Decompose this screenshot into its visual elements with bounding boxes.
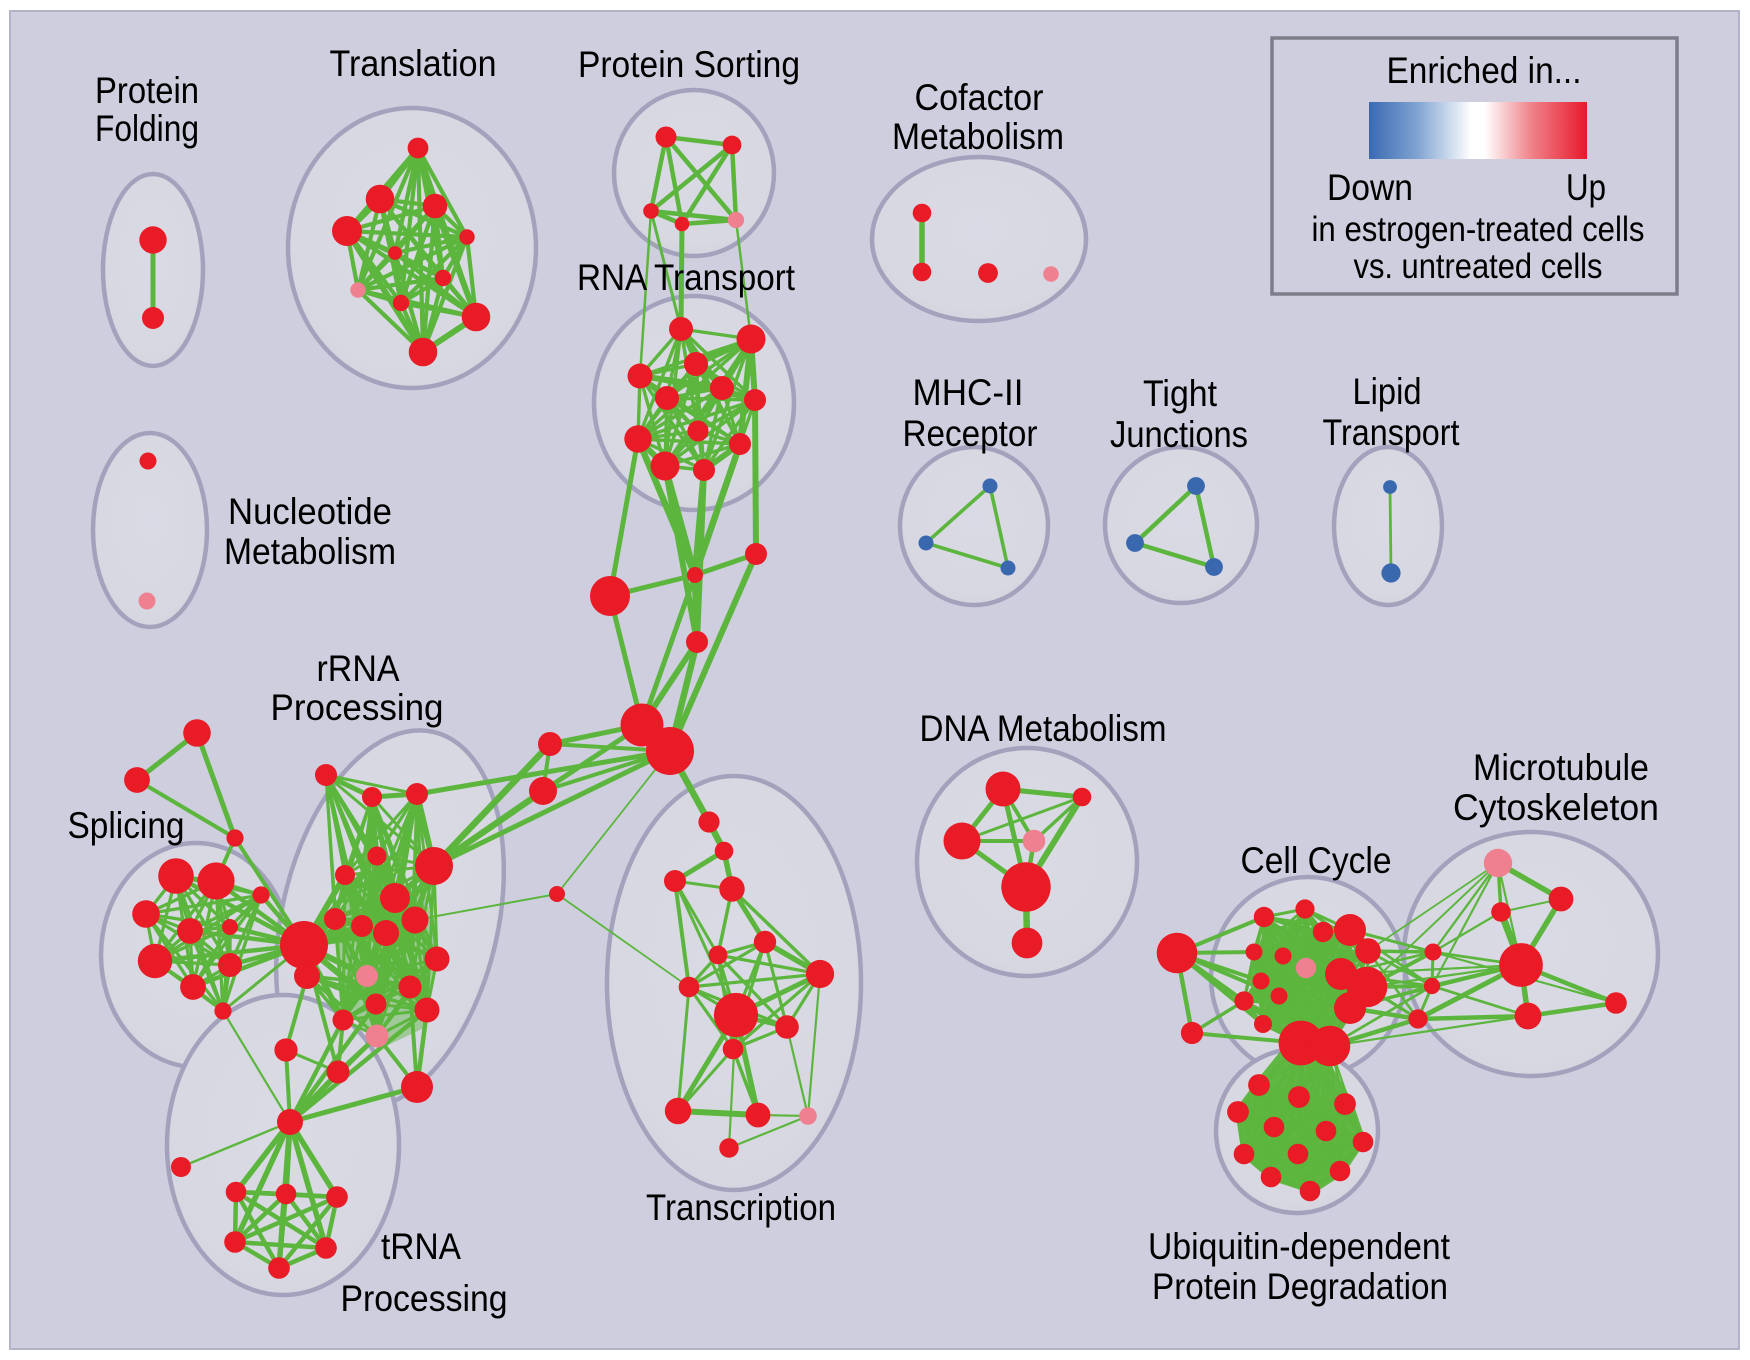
svg-text:Ubiquitin-dependent: Ubiquitin-dependent [1148,1226,1451,1267]
svg-text:Tight: Tight [1143,373,1218,414]
svg-text:Lipid: Lipid [1353,371,1422,412]
svg-text:Processing: Processing [271,687,444,728]
svg-text:Cofactor: Cofactor [915,77,1044,118]
svg-text:vs. untreated cells: vs. untreated cells [1354,247,1603,286]
svg-text:Junctions: Junctions [1110,414,1248,455]
svg-text:Protein Sorting: Protein Sorting [578,44,800,85]
svg-text:Down: Down [1327,167,1413,208]
svg-text:MHC-II: MHC-II [913,372,1024,413]
svg-text:Splicing: Splicing [68,805,185,846]
svg-text:Metabolism: Metabolism [892,116,1064,157]
svg-text:Nucleotide: Nucleotide [228,491,392,532]
svg-text:Transport: Transport [1323,412,1461,453]
svg-text:tRNA: tRNA [381,1226,461,1267]
svg-text:rRNA: rRNA [317,648,400,689]
svg-text:in estrogen-treated cells: in estrogen-treated cells [1312,210,1645,249]
svg-text:Cell Cycle: Cell Cycle [1241,840,1392,881]
svg-text:Cytoskeleton: Cytoskeleton [1453,787,1659,828]
svg-text:Up: Up [1566,167,1606,208]
svg-text:Folding: Folding [95,108,199,149]
svg-text:Protein Degradation: Protein Degradation [1152,1266,1448,1307]
svg-text:Metabolism: Metabolism [224,531,396,572]
svg-text:Processing: Processing [341,1278,508,1319]
svg-text:Transcription: Transcription [646,1187,836,1228]
svg-text:Microtubule: Microtubule [1473,747,1649,788]
svg-text:DNA Metabolism: DNA Metabolism [920,708,1167,749]
svg-text:Translation: Translation [330,43,497,84]
svg-text:Enriched in...: Enriched in... [1387,50,1582,91]
svg-text:Receptor: Receptor [903,413,1038,454]
svg-text:Protein: Protein [95,70,199,111]
svg-text:RNA Transport: RNA Transport [577,257,796,298]
